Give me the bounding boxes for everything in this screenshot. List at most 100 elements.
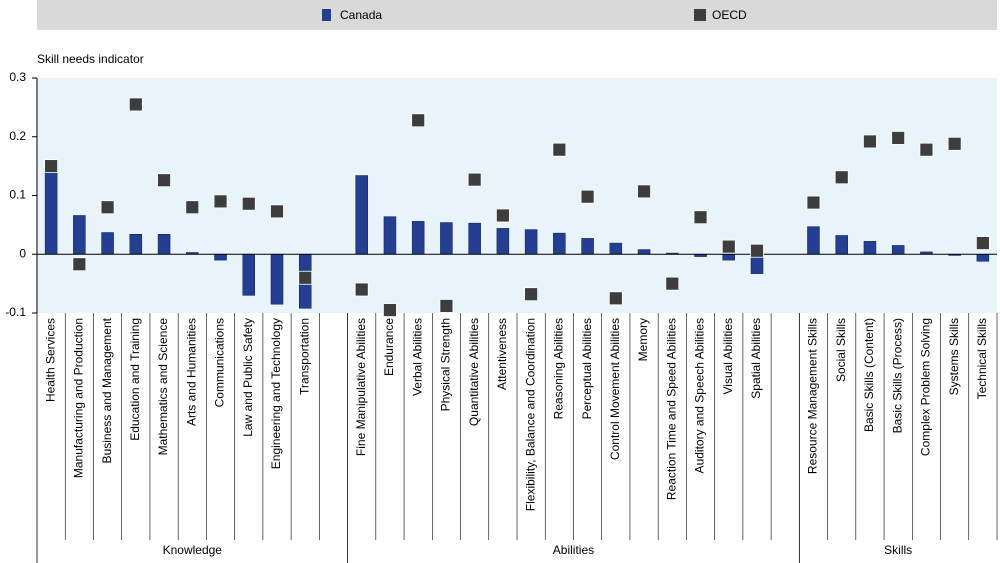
marker [750, 243, 764, 258]
bar [609, 242, 623, 255]
x-tick-label: Basic Skills (Content) [862, 318, 876, 432]
bar [270, 254, 284, 305]
bar [355, 175, 368, 255]
x-tick-label: Resource Management Skills [806, 318, 820, 474]
bar [581, 238, 594, 255]
x-tick-label: Auditory and Speech Abilities [693, 318, 707, 473]
x-tick-label: Social Skills [834, 318, 848, 382]
marker [975, 236, 990, 250]
legend-label: Canada [340, 8, 382, 22]
marker [580, 189, 595, 204]
marker [919, 142, 934, 157]
y-tick-label: 0.1 [9, 188, 26, 202]
bar [411, 221, 425, 255]
x-tick-label: Spatial Abilities [749, 318, 763, 399]
marker [241, 196, 256, 211]
marker [863, 134, 877, 149]
marker [411, 113, 426, 128]
legend-label: OECD [712, 8, 747, 22]
x-tick-label: Endurance [382, 318, 396, 376]
marker [439, 299, 454, 313]
bar [101, 232, 114, 255]
y-tick-label: 0.2 [9, 129, 26, 143]
y-tick-label: 0.3 [9, 70, 26, 84]
bar [891, 245, 905, 255]
marker [721, 239, 736, 254]
bar [44, 168, 58, 255]
bar [214, 254, 227, 261]
x-tick-label: Law and Public Safety [241, 318, 255, 437]
x-tick-label: Transportation [297, 318, 311, 395]
x-tick-label: Visual Abilities [721, 318, 735, 395]
bar [73, 215, 86, 255]
x-tick-label: Physical Strength [439, 318, 453, 411]
x-tick-label: Systems Skills [947, 318, 961, 395]
marker [552, 142, 567, 157]
group-label: Abilities [553, 543, 594, 557]
bar [496, 228, 510, 255]
bar [637, 249, 651, 255]
marker [72, 257, 87, 272]
x-tick-label: Reasoning Abilities [552, 318, 566, 419]
x-tick-label: Attentiveness [495, 318, 509, 390]
bar [157, 234, 171, 255]
bar [383, 216, 397, 255]
bar [242, 254, 256, 296]
legend-swatch [694, 9, 706, 21]
legend-background [37, 0, 997, 30]
x-tick-label: Perceptual Abilities [580, 318, 594, 419]
y-tick-label: -0.1 [5, 305, 26, 319]
x-tick-label: Health Services [43, 318, 57, 402]
marker [185, 200, 200, 215]
x-tick-label: Technical Skills [975, 318, 989, 399]
x-tick-label: Reaction Time and Speed Abilities [664, 318, 678, 500]
x-tick-label: Business and Management [100, 317, 114, 463]
bar [553, 232, 566, 255]
x-tick-label: Quantitative Abilities [467, 318, 481, 426]
x-tick-label: Control Movement Abilities [608, 318, 622, 460]
marker [100, 200, 115, 215]
x-tick-label: Manufacturing and Production [72, 318, 86, 478]
x-tick-label: Fine Manipulative Abilities [354, 318, 368, 456]
marker [354, 282, 369, 297]
x-tick-label: Basic Skills (Process) [890, 318, 904, 433]
marker [608, 291, 623, 306]
bar [863, 241, 877, 255]
marker [665, 276, 680, 291]
bar [976, 254, 990, 262]
marker [947, 136, 962, 151]
bar [524, 229, 538, 255]
bar [440, 222, 453, 255]
bar [835, 235, 848, 255]
marker [467, 172, 482, 187]
group-label: Skills [884, 543, 912, 557]
plot-background [37, 78, 997, 313]
marker [891, 131, 906, 145]
marker [637, 184, 651, 199]
x-tick-label: Memory [636, 318, 650, 361]
marker [834, 170, 849, 185]
marker [128, 97, 143, 112]
x-tick-label: Engineering and Technology [269, 318, 283, 469]
marker [495, 208, 510, 223]
bar [807, 226, 820, 255]
x-tick-label: Arts and Humanities [184, 318, 198, 426]
x-tick-label: Education and Training [128, 318, 142, 441]
bar [468, 222, 481, 255]
legend-swatch [322, 9, 331, 21]
x-tick-label: Verbal Abilities [410, 318, 424, 396]
marker [524, 287, 539, 302]
x-tick-label: Mathematics and Science [156, 318, 170, 456]
marker [806, 195, 821, 210]
marker [383, 303, 397, 317]
y-axis-label: Skill needs indicator [37, 52, 144, 66]
marker [693, 210, 708, 225]
marker [270, 204, 284, 219]
marker [213, 194, 228, 209]
y-tick-label: 0 [19, 246, 26, 260]
group-label: Knowledge [163, 543, 223, 557]
bar [129, 234, 143, 255]
marker [44, 159, 59, 174]
x-tick-label: Flexibility, Balance and Coordination [523, 318, 537, 511]
